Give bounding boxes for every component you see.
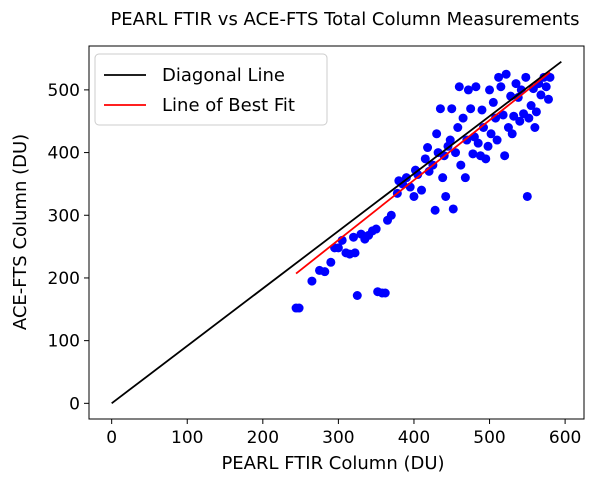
data-point (454, 82, 464, 92)
data-point (326, 257, 336, 267)
x-tick-label: 0 (106, 428, 117, 448)
data-point (486, 129, 496, 139)
data-point (511, 79, 521, 89)
data-point (307, 276, 317, 286)
data-point (481, 154, 491, 164)
data-point (515, 116, 525, 126)
data-point (485, 85, 495, 95)
y-tick-label: 200 (48, 269, 80, 289)
data-point (320, 267, 330, 277)
data-point (447, 104, 457, 114)
data-point (516, 85, 526, 95)
data-point (471, 82, 481, 92)
y-axis-label: ACE-FTS Column (DU) (10, 134, 31, 330)
data-point (507, 129, 517, 139)
data-point (352, 291, 362, 301)
data-point (441, 191, 451, 201)
data-point (500, 151, 510, 161)
data-point (435, 104, 445, 114)
data-point (463, 85, 473, 95)
data-point (488, 97, 498, 107)
data-point (491, 113, 501, 123)
diagonal-line (111, 60, 562, 405)
x-tick-label: 300 (322, 428, 354, 448)
data-point (494, 72, 504, 82)
data-point (468, 149, 478, 159)
data-point (526, 101, 536, 111)
y-tick-label: 0 (69, 394, 80, 414)
data-point (401, 173, 411, 183)
data-point (524, 113, 534, 123)
x-axis-label: PEARL FTIR Column (DU) (221, 453, 444, 474)
data-point (466, 104, 476, 114)
data-point (453, 122, 463, 132)
data-point (498, 110, 508, 120)
data-point (294, 303, 304, 313)
x-tick-label: 400 (398, 428, 430, 448)
data-point (438, 173, 448, 183)
data-point (543, 94, 553, 104)
data-point (420, 154, 430, 164)
data-point (380, 288, 390, 298)
y-tick-label: 500 (48, 81, 80, 101)
data-point (350, 248, 360, 258)
data-point (462, 135, 472, 145)
data-point (531, 107, 541, 117)
data-point (371, 224, 381, 234)
data-point (432, 129, 442, 139)
data-point (456, 160, 466, 170)
best-fit-line (295, 71, 551, 275)
data-point (473, 138, 483, 148)
data-point (460, 173, 470, 183)
data-point (451, 148, 461, 158)
axis-ticks: 0 100 200 300 400 500 600 0 100 200 300 400 500 (48, 81, 582, 448)
legend-label-diagonal: Diagonal Line (162, 65, 285, 86)
x-tick-label: 200 (247, 428, 279, 448)
data-point (501, 69, 511, 79)
x-tick-label: 500 (473, 428, 505, 448)
data-point (541, 82, 551, 92)
x-tick-label: 100 (171, 428, 203, 448)
data-point (530, 122, 540, 132)
data-point (509, 111, 519, 121)
data-point (445, 135, 455, 145)
plot-frame (88, 45, 585, 420)
data-lines (111, 60, 562, 405)
data-points (291, 69, 555, 313)
data-point (430, 205, 440, 215)
data-point (448, 204, 458, 214)
data-point (409, 191, 419, 201)
data-point (492, 135, 502, 145)
data-point (483, 141, 493, 151)
y-tick-label: 300 (48, 206, 80, 226)
data-point (386, 210, 396, 220)
data-point (496, 82, 506, 92)
data-point (423, 143, 433, 153)
data-point (521, 72, 531, 82)
chart-title: PEARL FTIR vs ACE-FTS Total Column Measu… (110, 9, 579, 30)
legend: Diagonal Line Line of Best Fit (94, 53, 328, 126)
data-point (478, 122, 488, 132)
data-point (333, 243, 343, 253)
x-tick-label: 600 (549, 428, 581, 448)
y-tick-label: 100 (48, 332, 80, 352)
data-point (458, 113, 468, 123)
data-point (477, 105, 487, 115)
data-point (349, 232, 359, 242)
data-point (522, 191, 532, 201)
legend-label-best-fit: Line of Best Fit (162, 95, 295, 116)
legend-box (94, 53, 328, 126)
data-point (417, 185, 427, 195)
data-point (536, 90, 546, 100)
y-tick-label: 400 (48, 144, 80, 164)
